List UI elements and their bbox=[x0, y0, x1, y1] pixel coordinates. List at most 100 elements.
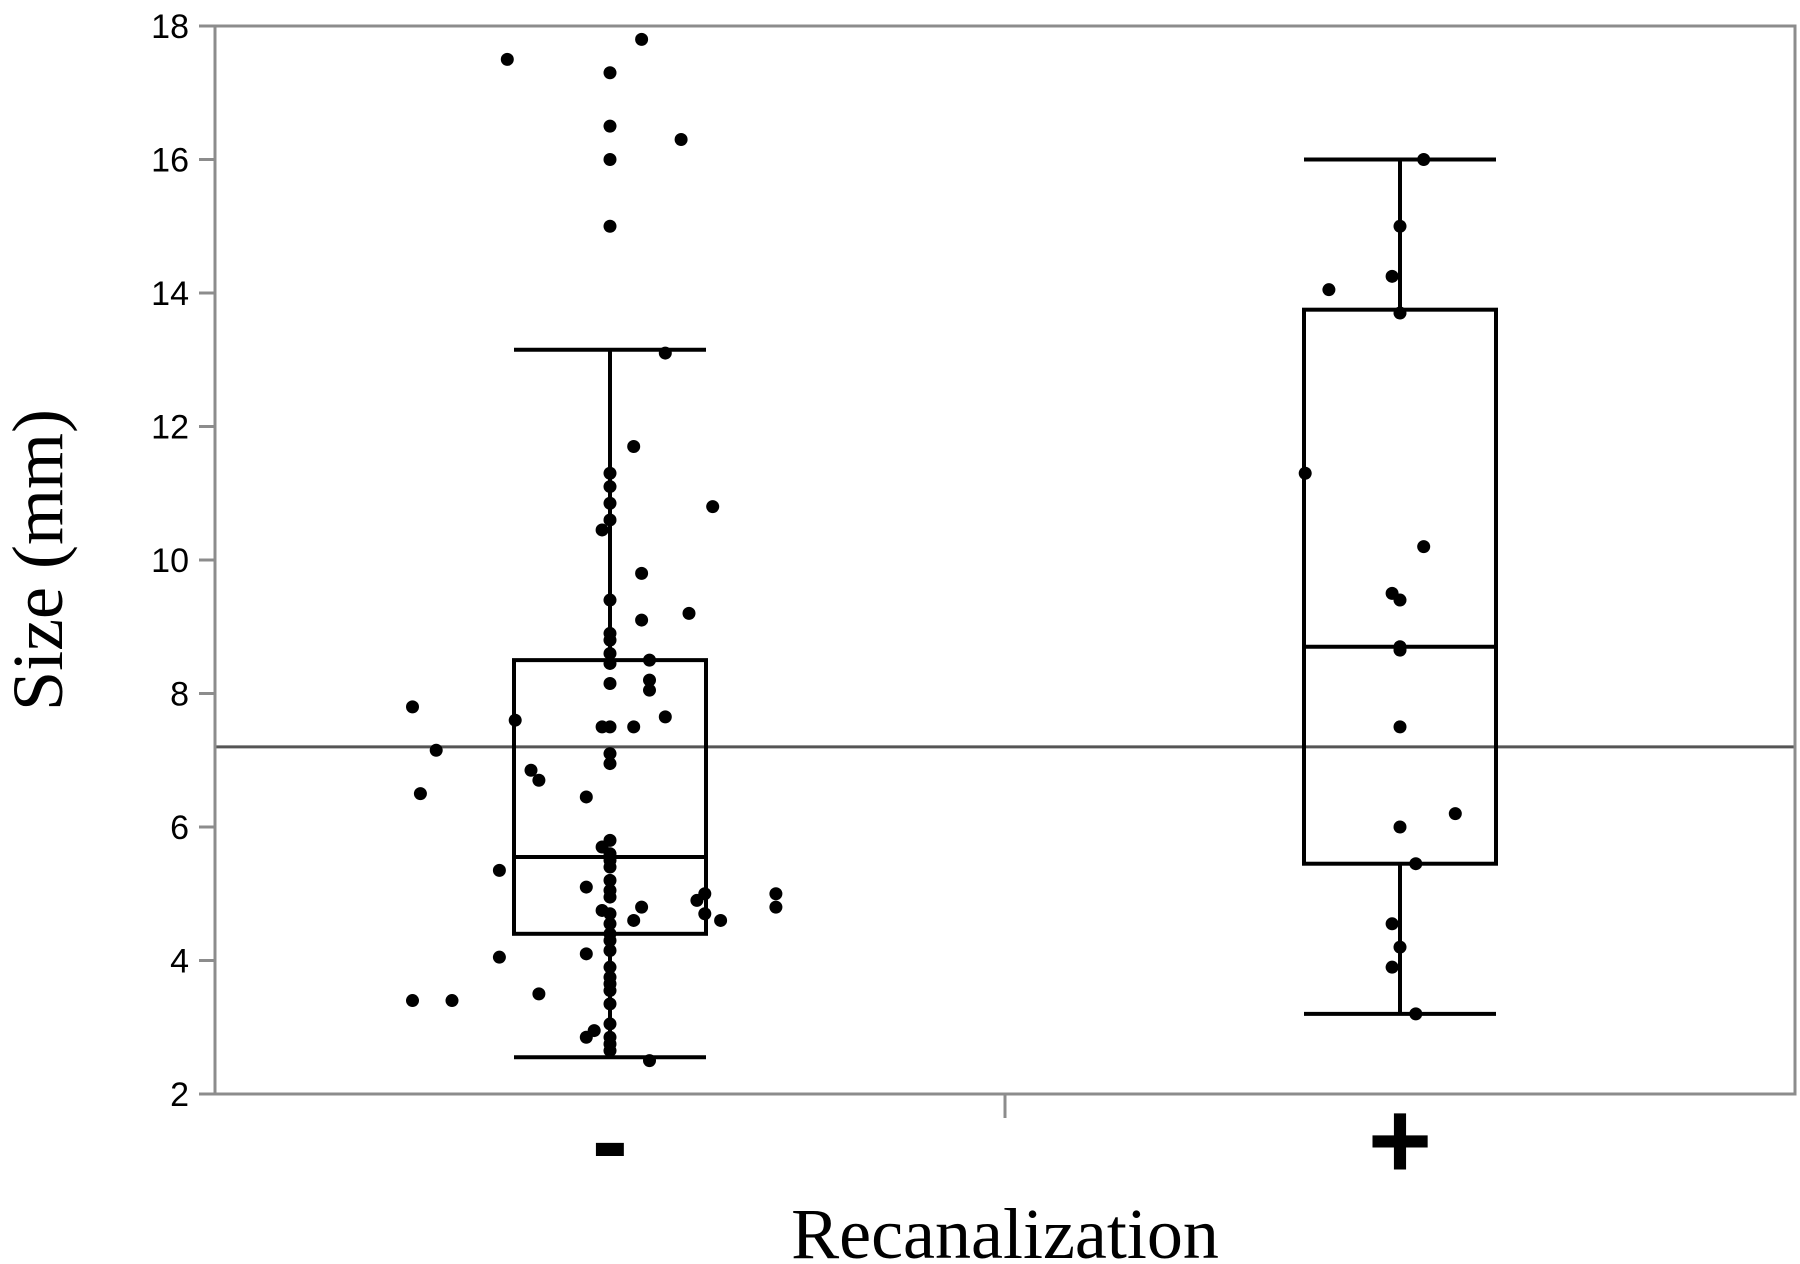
data-point bbox=[682, 606, 696, 620]
y-axis-title: Size (mm) bbox=[0, 409, 78, 711]
category-labels: - + bbox=[592, 1079, 1432, 1202]
data-point bbox=[406, 994, 419, 1008]
data-point bbox=[524, 763, 538, 777]
data-point bbox=[445, 994, 459, 1008]
data-point bbox=[769, 887, 783, 901]
data-point bbox=[1448, 807, 1462, 821]
data-point bbox=[1393, 643, 1407, 657]
data-point bbox=[627, 440, 641, 454]
data-point bbox=[627, 913, 641, 927]
data-point bbox=[1417, 153, 1431, 166]
data-point bbox=[1322, 283, 1336, 297]
data-point bbox=[603, 933, 617, 947]
data-point bbox=[658, 346, 672, 360]
data-point bbox=[603, 1017, 617, 1031]
data-point bbox=[508, 713, 522, 727]
data-point bbox=[603, 860, 617, 874]
data-point bbox=[603, 890, 617, 904]
data-point bbox=[603, 219, 617, 233]
data-point bbox=[1393, 219, 1407, 233]
data-point bbox=[603, 1044, 617, 1058]
data-point bbox=[1393, 720, 1407, 734]
y-tick-label: 14 bbox=[151, 275, 189, 313]
data-point bbox=[603, 496, 617, 510]
data-point bbox=[603, 466, 617, 480]
data-point bbox=[643, 653, 656, 667]
data-point bbox=[1393, 306, 1407, 320]
data-point bbox=[635, 32, 649, 46]
data-point bbox=[603, 873, 617, 887]
data-point bbox=[658, 710, 672, 724]
data-point bbox=[1409, 1007, 1423, 1021]
data-point bbox=[674, 132, 688, 146]
data-point bbox=[603, 997, 617, 1011]
data-point bbox=[603, 66, 617, 80]
data-point bbox=[532, 773, 546, 787]
y-tick-label: 2 bbox=[170, 1076, 189, 1114]
data-point bbox=[603, 119, 617, 133]
data-point bbox=[406, 700, 419, 714]
data-point bbox=[413, 787, 427, 801]
plot-frame bbox=[213, 24, 1797, 1096]
points-layer bbox=[406, 32, 1462, 1068]
data-point bbox=[429, 743, 443, 757]
data-point bbox=[643, 1054, 656, 1068]
data-point bbox=[1417, 540, 1431, 554]
data-point bbox=[1393, 593, 1407, 607]
data-point bbox=[690, 893, 704, 907]
data-point bbox=[603, 720, 617, 734]
data-point bbox=[1409, 857, 1423, 871]
y-tick-label: 16 bbox=[151, 142, 189, 180]
data-point bbox=[603, 656, 617, 670]
data-point bbox=[603, 513, 617, 527]
data-point bbox=[643, 683, 656, 697]
data-point bbox=[492, 950, 506, 964]
x-category-label: - bbox=[592, 1079, 629, 1202]
data-point bbox=[532, 987, 546, 1001]
data-point bbox=[603, 757, 617, 771]
y-tick-layer: 2 4 6 8 10 12 14 16 18 bbox=[151, 8, 215, 1114]
data-point bbox=[627, 720, 641, 734]
data-point bbox=[603, 646, 617, 660]
data-point bbox=[1298, 466, 1312, 480]
data-point bbox=[635, 613, 649, 627]
data-point bbox=[603, 593, 617, 607]
data-point bbox=[603, 984, 617, 998]
y-tick-label: 6 bbox=[170, 809, 189, 847]
x-axis-title: Recanalization bbox=[791, 1194, 1219, 1264]
y-tick-label: 4 bbox=[170, 943, 189, 981]
data-point bbox=[698, 907, 712, 921]
data-point bbox=[706, 500, 720, 514]
data-point bbox=[603, 960, 617, 974]
data-point bbox=[643, 673, 656, 687]
y-tick-label: 8 bbox=[170, 676, 189, 714]
y-tick-label: 18 bbox=[151, 8, 189, 46]
data-point bbox=[579, 790, 593, 804]
data-point bbox=[595, 523, 609, 537]
data-point bbox=[603, 480, 617, 494]
data-point bbox=[635, 900, 649, 914]
data-point bbox=[603, 943, 617, 957]
data-point bbox=[492, 863, 506, 877]
data-point bbox=[714, 913, 728, 927]
data-point bbox=[1393, 940, 1407, 954]
x-category-label: + bbox=[1368, 1079, 1432, 1202]
data-point bbox=[603, 633, 617, 647]
data-point bbox=[1385, 269, 1399, 283]
iqr-box bbox=[1302, 307, 1498, 866]
data-point bbox=[635, 566, 649, 580]
data-point bbox=[603, 917, 617, 931]
data-point bbox=[603, 153, 617, 166]
data-point bbox=[1393, 820, 1407, 834]
y-tick-label: 10 bbox=[151, 542, 189, 580]
box-layer bbox=[512, 157, 1498, 1060]
data-point bbox=[769, 900, 783, 914]
data-point bbox=[579, 947, 593, 961]
data-point bbox=[579, 880, 593, 894]
data-point bbox=[1385, 917, 1399, 931]
data-point bbox=[579, 1030, 593, 1044]
data-point bbox=[603, 747, 617, 761]
data-point bbox=[1385, 960, 1399, 974]
y-tick-label: 12 bbox=[151, 409, 189, 447]
